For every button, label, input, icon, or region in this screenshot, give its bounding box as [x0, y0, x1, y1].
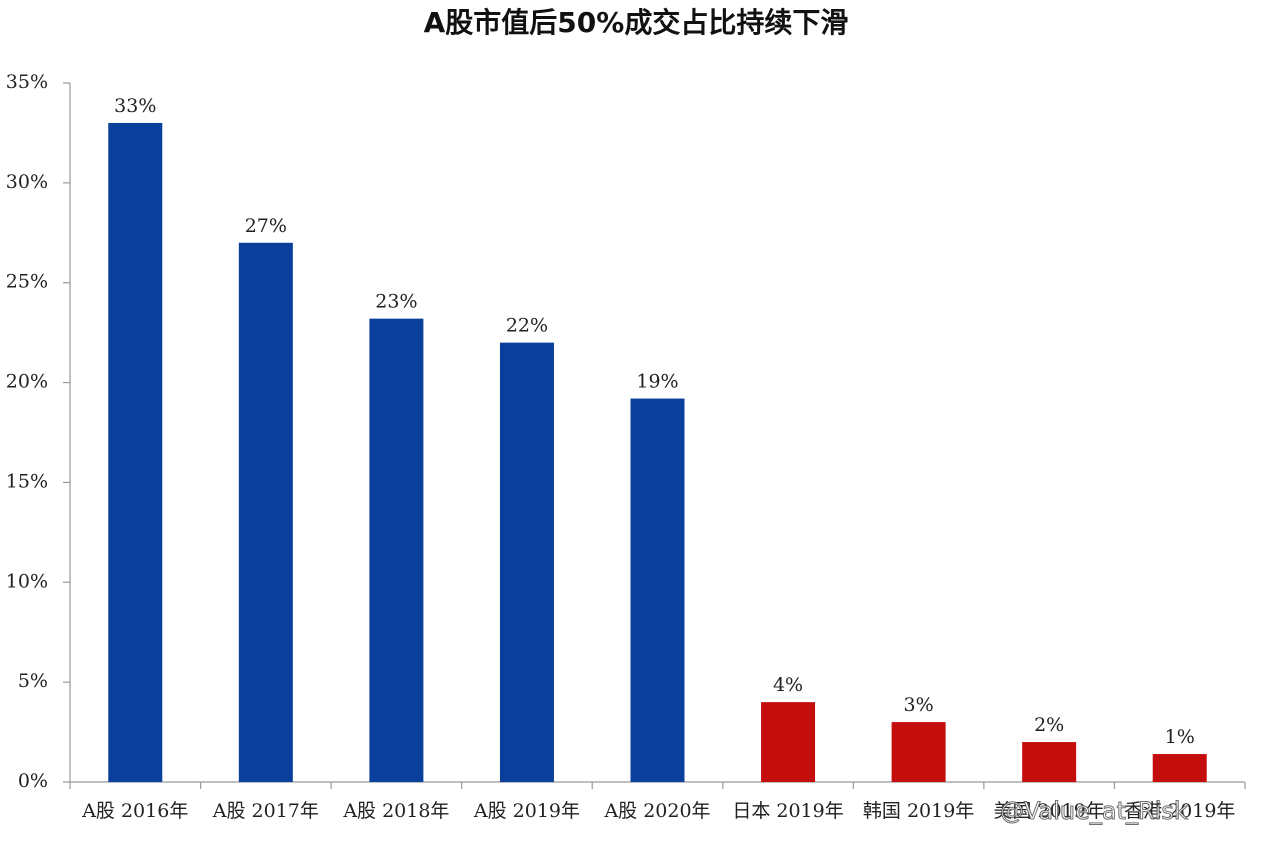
bar	[1152, 754, 1207, 782]
value-label: 22%	[506, 315, 548, 337]
bar	[108, 122, 163, 782]
value-label: 23%	[375, 291, 417, 313]
y-tick-label: 15%	[6, 470, 48, 492]
x-tick-label: A股 2016年	[81, 800, 188, 822]
x-tick-label: A股 2018年	[342, 800, 449, 822]
y-tick-label: 10%	[6, 570, 48, 592]
x-tick-label: A股 2020年	[603, 800, 710, 822]
y-tick-label: 0%	[18, 770, 48, 792]
x-tick-label: 韩国 2019年	[863, 800, 974, 822]
y-tick-label: 25%	[6, 271, 48, 293]
y-tick-label: 35%	[6, 71, 48, 93]
bar	[369, 318, 424, 782]
value-label: 27%	[245, 215, 287, 237]
value-label: 1%	[1165, 726, 1195, 748]
value-label: 4%	[773, 674, 803, 696]
bar	[891, 722, 946, 782]
value-label: 3%	[904, 694, 934, 716]
value-label: 19%	[636, 371, 678, 393]
x-tick-label: 美国 2019年	[993, 800, 1104, 822]
y-tick-label: 5%	[18, 670, 48, 692]
y-tick-label: 20%	[6, 371, 48, 393]
watermark: @Value_at_Risk	[1000, 797, 1188, 825]
x-tick-label: 香港 2019年	[1124, 800, 1235, 822]
x-tick-label: A股 2019年	[473, 800, 580, 822]
bar	[1022, 742, 1077, 782]
x-tick-label: A股 2017年	[212, 800, 319, 822]
bar	[761, 702, 816, 782]
chart-title: A股市值后50%成交占比持续下滑	[424, 6, 849, 39]
bar	[238, 242, 293, 782]
bar	[630, 398, 685, 782]
value-label: 2%	[1034, 714, 1064, 736]
x-tick-label: 日本 2019年	[732, 800, 843, 822]
y-tick-label: 30%	[6, 171, 48, 193]
value-label: 33%	[114, 95, 156, 117]
bar	[499, 342, 554, 782]
